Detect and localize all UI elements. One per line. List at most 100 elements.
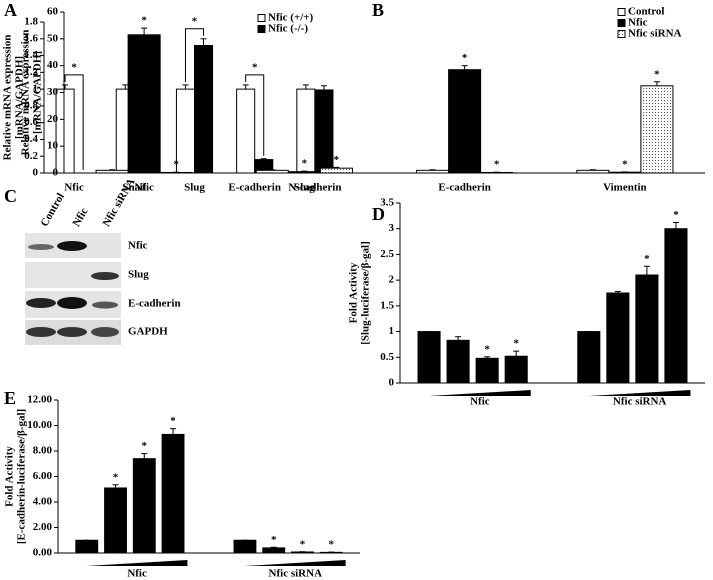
y-tick-label: 20 [47, 113, 59, 125]
blot-panel: C Control Nfic Nfic siRNA Nfic Slug E-ca… [4, 176, 181, 345]
y-tick-label: 1.5 [380, 299, 394, 311]
row-label: Slug [128, 269, 149, 281]
bar [262, 547, 286, 554]
significance: * [494, 159, 500, 171]
bar [319, 167, 353, 174]
y-axis-label: Relative mRNA expression [20, 30, 32, 156]
bar [635, 274, 659, 384]
significance: * [252, 61, 258, 73]
band [57, 327, 87, 337]
y-tick-label: 3 [389, 222, 395, 234]
bar [233, 539, 257, 554]
y-tick-label: 0.4 [24, 133, 38, 145]
significance: * [654, 68, 660, 80]
y-tick-label: 1 [33, 83, 39, 95]
band [57, 241, 87, 251]
group-label: Nfic siRNA [613, 396, 667, 408]
y-axis-label: [Slug-luciferase/β-gal] [360, 241, 372, 345]
y-tick-label: 12.00 [27, 394, 52, 406]
bar [448, 69, 482, 174]
y-tick-label: 0.00 [33, 547, 53, 559]
y-axis-label: Relative mRNA expression [2, 35, 14, 161]
significance: * [113, 471, 119, 483]
y-tick-label: 0.6 [24, 116, 38, 128]
y-axis-label: [E-cadherin-luciferase/β-gal] [16, 409, 28, 544]
y-tick-label: 3.5 [380, 197, 394, 209]
panel-letter: B [372, 0, 384, 20]
bar [95, 169, 129, 174]
y-tick-label: 10 [47, 140, 59, 152]
x-tick-label: N-cadherin [288, 182, 341, 194]
legend-swatch [617, 8, 626, 16]
bar [175, 88, 196, 174]
significance: * [271, 534, 277, 546]
column-label: Nfic [70, 206, 90, 229]
significance: * [142, 440, 148, 452]
legend-swatch [257, 14, 266, 22]
y-tick-label: 0 [33, 167, 39, 179]
legend-swatch [617, 30, 626, 38]
row-label: Nfic [128, 240, 148, 252]
significance: * [334, 154, 340, 166]
significance: * [622, 158, 628, 170]
significance: * [141, 15, 147, 27]
y-tick-label: 50 [47, 32, 59, 44]
y-axis-label: Fold Activity [348, 262, 360, 323]
bar [132, 458, 156, 554]
y-tick-label: 0 [53, 167, 59, 179]
y-tick-label: 0.5 [380, 351, 394, 363]
bar [475, 357, 499, 384]
y-tick-label: 6.00 [33, 470, 53, 482]
significance: * [300, 538, 306, 550]
x-tick-label: Nfic [134, 182, 154, 194]
bar [606, 292, 630, 384]
x-tick-label: Vimentin [603, 182, 647, 194]
bar [127, 34, 161, 174]
bar [446, 339, 470, 384]
y-tick-label: 1.6 [24, 32, 38, 44]
y-tick-label: 8.00 [33, 445, 53, 457]
bar [577, 331, 601, 384]
y-tick-label: 1.4 [24, 49, 38, 61]
ramp [86, 560, 188, 566]
significance: * [328, 539, 334, 551]
legend-label: Control [628, 6, 664, 18]
significance: * [71, 61, 77, 73]
significance: * [513, 338, 519, 350]
bar [664, 228, 688, 384]
y-tick-label: 1.8 [24, 16, 38, 28]
group-label: Nfic [470, 396, 490, 408]
y-tick-label: 1.2 [24, 66, 38, 78]
legend-swatch [257, 25, 266, 33]
x-tick-label: Slug [294, 182, 315, 194]
group-label: Nfic siRNA [269, 568, 323, 580]
y-tick-label: 0.8 [24, 99, 38, 111]
y-axis-label: [mRNA/GAPDH] [32, 51, 44, 134]
significance: * [173, 159, 179, 171]
bar [255, 169, 289, 174]
row-label: GAPDH [128, 326, 168, 338]
ramp [244, 560, 346, 566]
bar [104, 487, 127, 554]
bar [161, 433, 185, 554]
legend-label: Nfic [628, 17, 648, 29]
bar [314, 89, 334, 174]
band [26, 298, 56, 308]
legend-label: Nfic (+/+) [268, 12, 314, 24]
panel-letter: E [4, 388, 16, 408]
y-axis-label: [mRNA/GAPDH] [14, 56, 26, 139]
bar [287, 171, 321, 174]
bar [417, 331, 441, 384]
group-label: Nfic [127, 568, 147, 580]
significance: * [170, 415, 176, 427]
panel-letter: C [4, 186, 17, 206]
significance: * [462, 52, 468, 64]
y-tick-label: 30 [47, 86, 59, 98]
bar [236, 88, 256, 174]
significance: * [192, 15, 198, 27]
y-tick-label: 2.5 [380, 248, 394, 260]
bar [576, 169, 610, 174]
panel-letter: D [372, 204, 385, 224]
